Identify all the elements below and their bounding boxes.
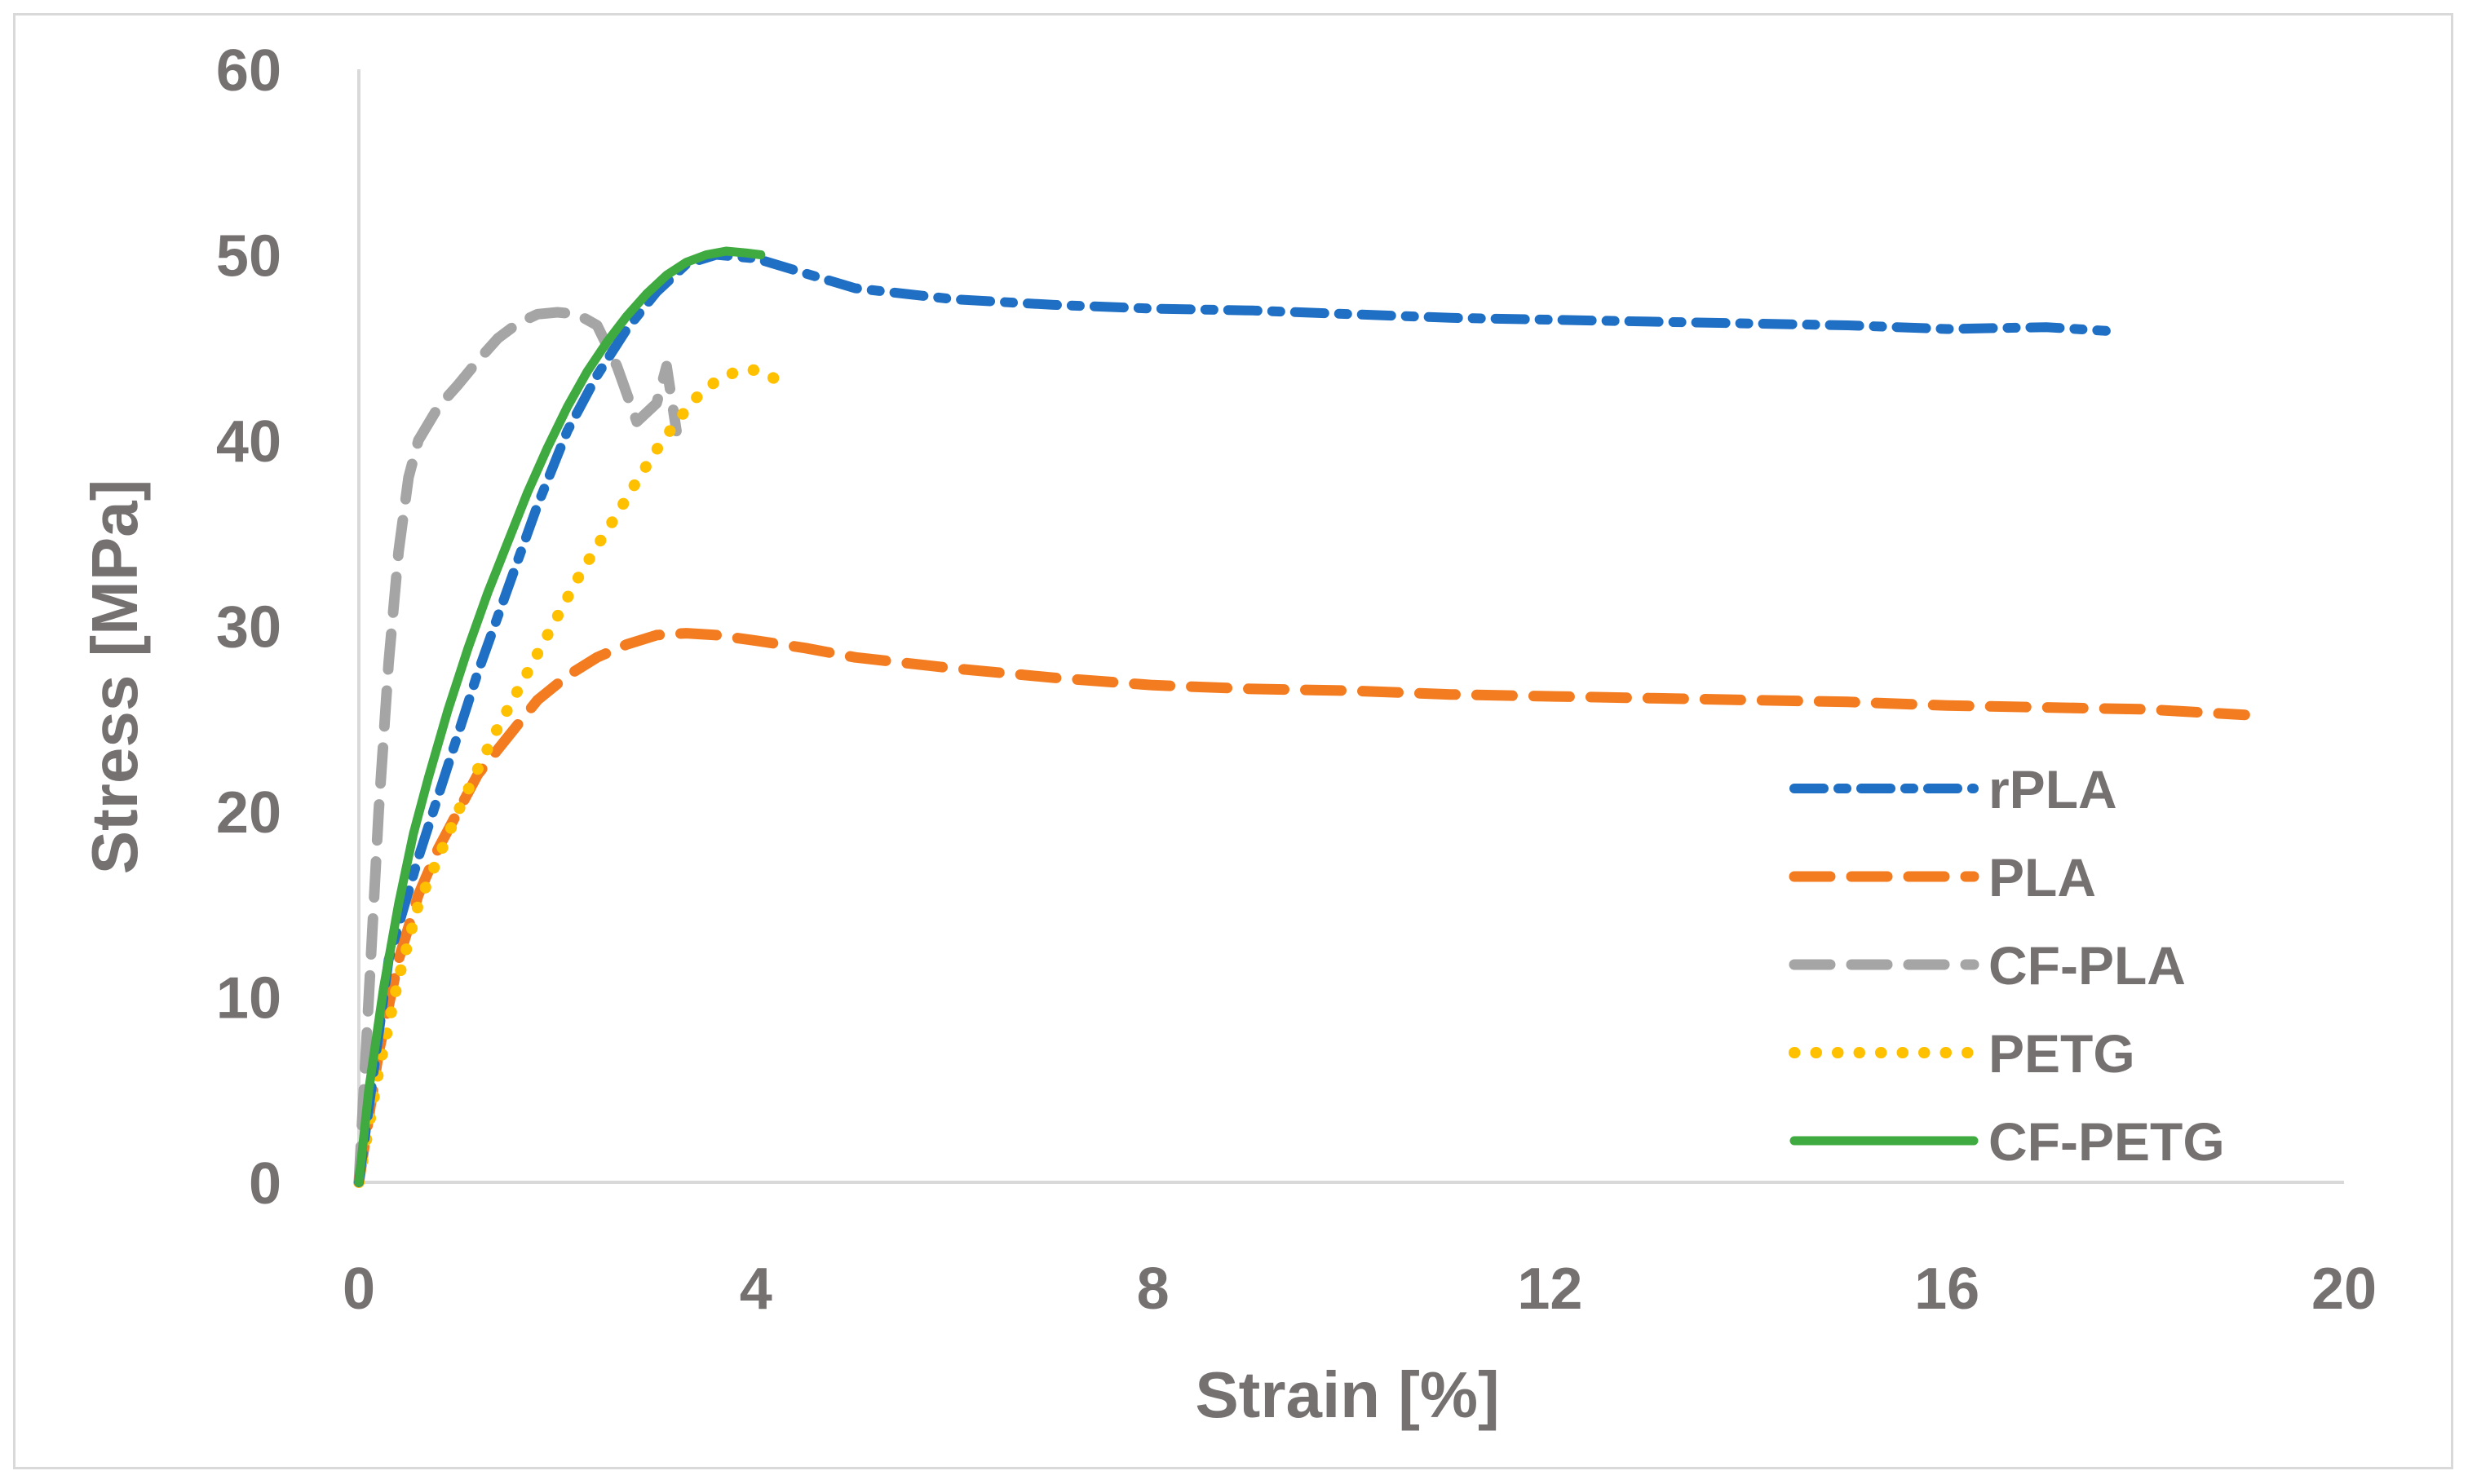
legend-label-petg: PETG: [1988, 1023, 2135, 1084]
series-line-pla: [353, 628, 2250, 1188]
x-axis-ticks: 0 4 8 12 16 20: [343, 1257, 2377, 1322]
legend: rPLA PLA CF-PLA PETG CF-PETG: [1789, 759, 2225, 1172]
legend-label-cf-petg: CF-PETG: [1988, 1111, 2225, 1172]
legend-label-cf-pla: CF-PLA: [1988, 935, 2186, 996]
x-tick-label: 20: [2311, 1257, 2377, 1322]
series-line-rpla: [354, 250, 2111, 1187]
series-line-petg: [353, 364, 792, 1188]
y-tick-label: 40: [216, 409, 281, 475]
y-tick-label: 20: [216, 780, 281, 846]
x-tick-label: 0: [343, 1257, 375, 1322]
legend-label-pla: PLA: [1988, 847, 2096, 908]
y-tick-label: 0: [249, 1151, 281, 1217]
x-tick-label: 8: [1137, 1257, 1170, 1322]
y-tick-label: 30: [216, 595, 281, 660]
y-tick-label: 60: [216, 38, 281, 104]
series-line-cf-petg: [354, 246, 766, 1187]
x-axis-title: Strain [%]: [1195, 1358, 1499, 1431]
y-tick-label: 10: [216, 966, 281, 1031]
series-line-cf-pla: [353, 307, 682, 1188]
legend-label-rpla: rPLA: [1988, 759, 2117, 819]
y-axis-title: Stress [MPa]: [78, 479, 151, 875]
x-tick-label: 4: [740, 1257, 772, 1322]
x-tick-label: 16: [1914, 1257, 1979, 1322]
series-lines: [353, 246, 2250, 1188]
axes: [357, 69, 2344, 1184]
y-tick-label: 50: [216, 224, 281, 289]
y-axis-ticks: 0 10 20 30 40 50 60: [216, 38, 281, 1217]
x-tick-label: 12: [1517, 1257, 1582, 1322]
chart-frame: [13, 13, 2453, 1469]
